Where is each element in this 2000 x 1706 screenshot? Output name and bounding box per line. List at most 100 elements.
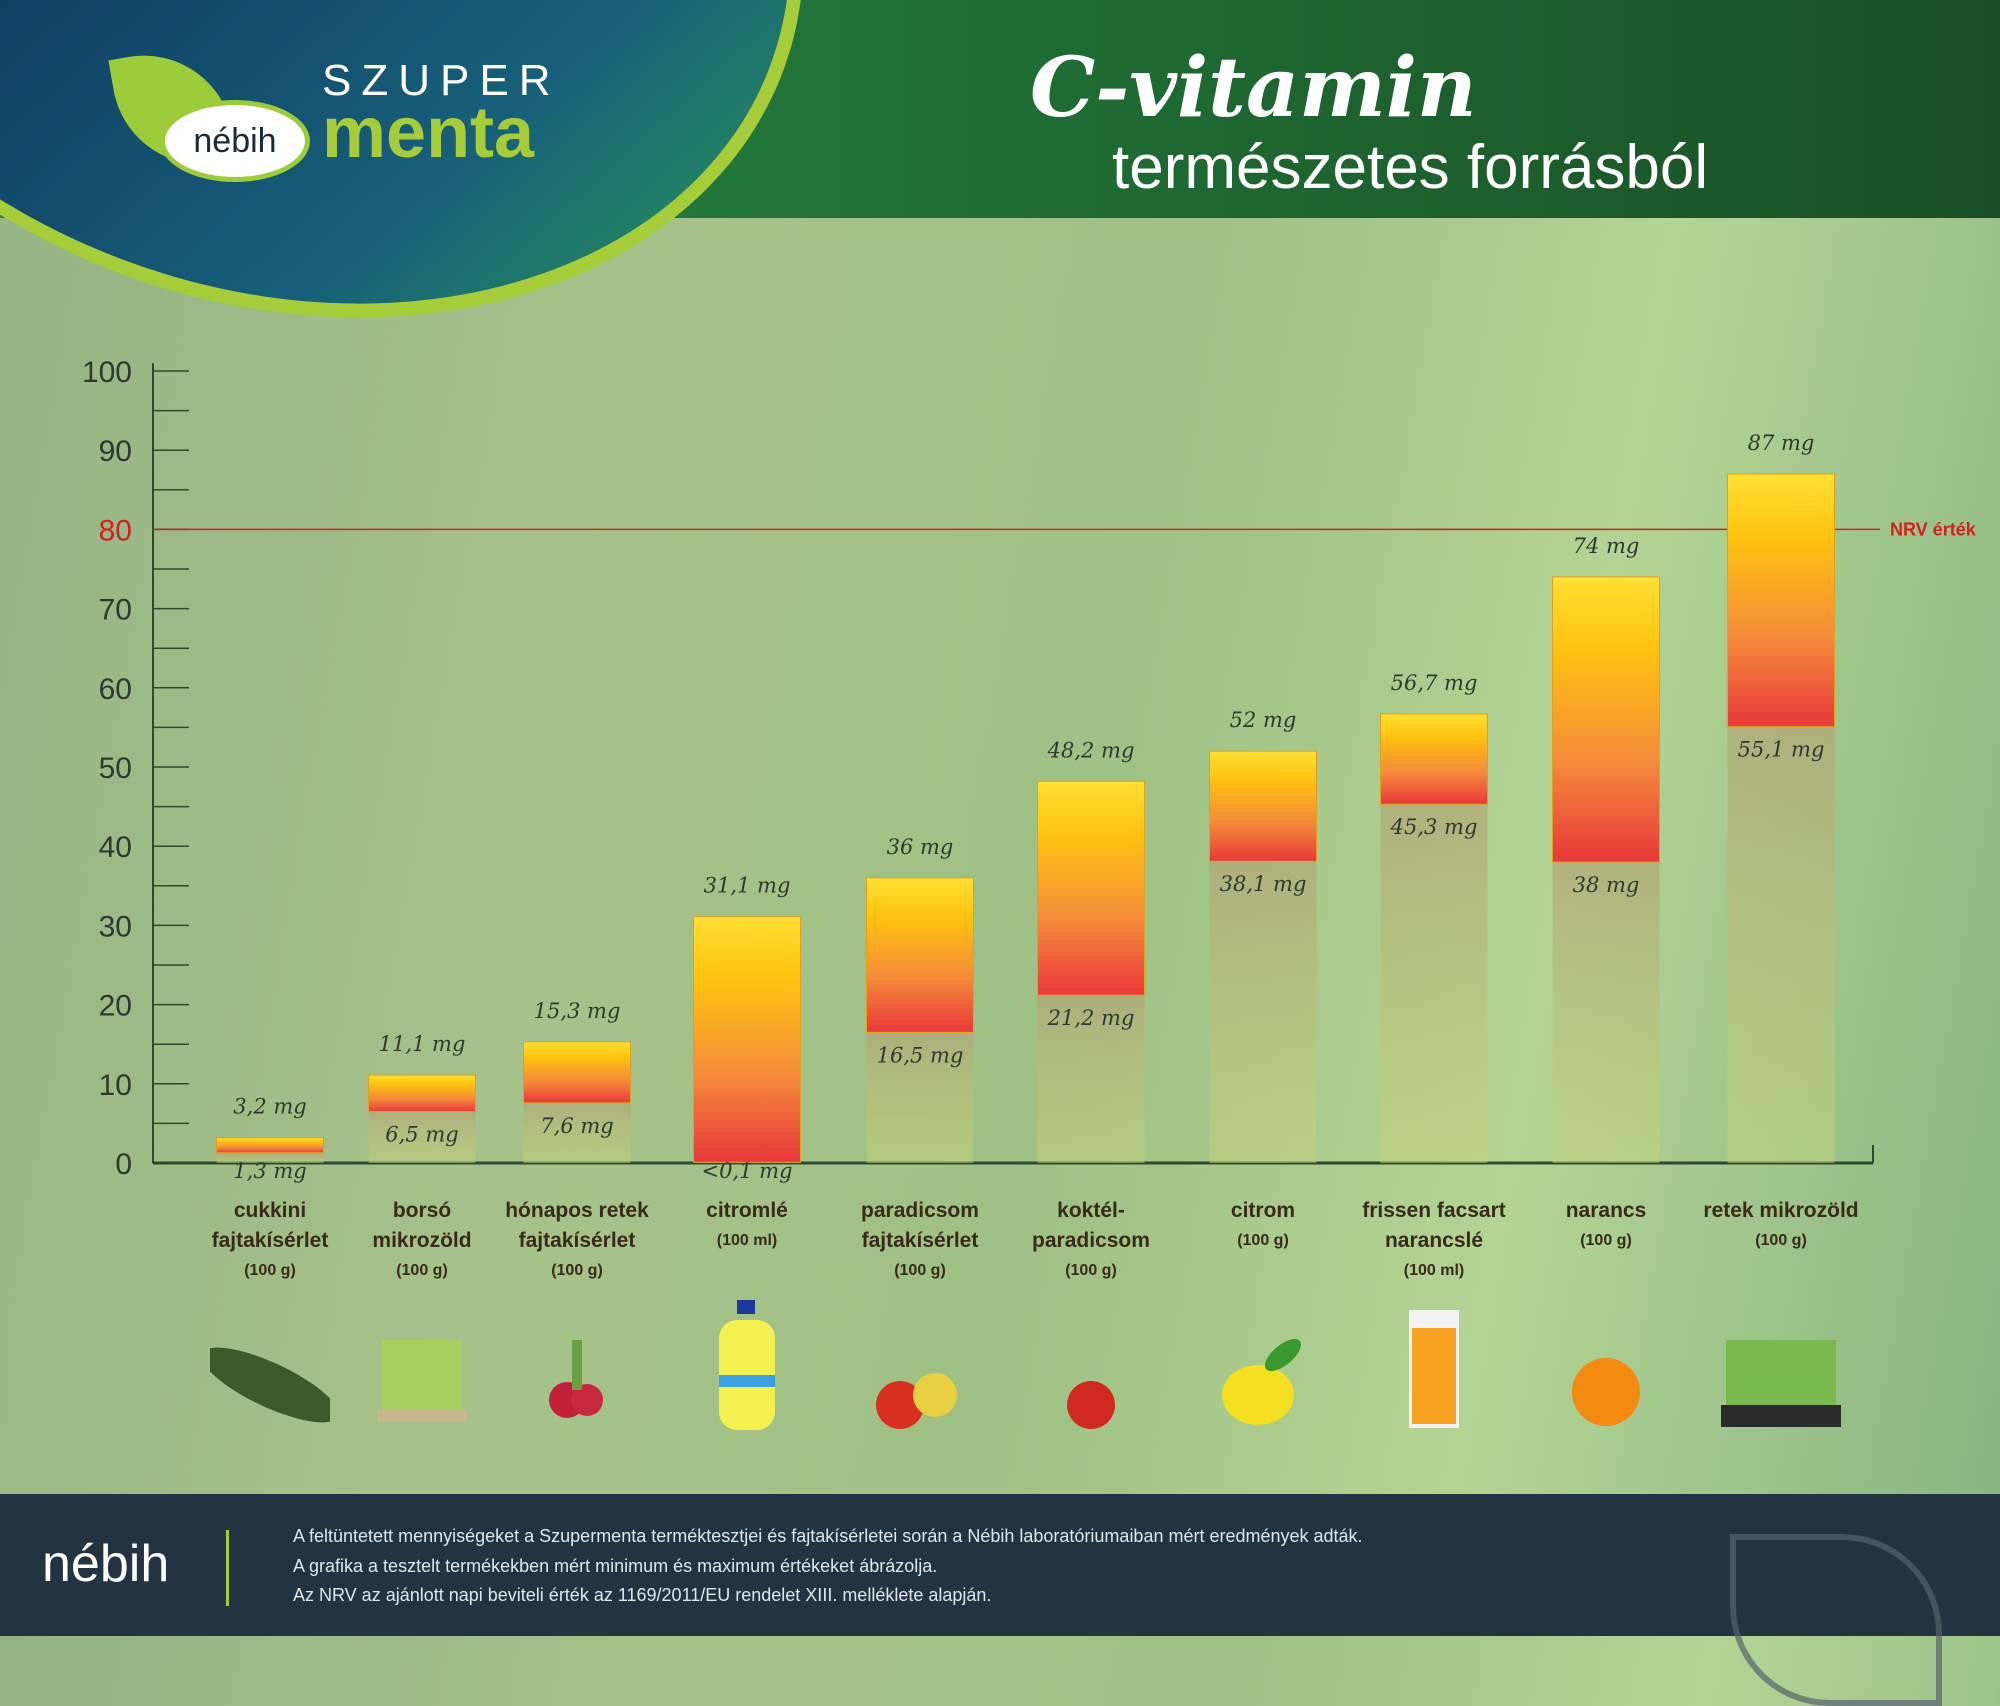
chart: 0 10 20 30 40 50 60 70 80 90 100 NRV érték 3,2 mg 1,3… xyxy=(82,356,1977,1183)
max-label: 87 mg xyxy=(1748,431,1815,455)
category-unit: (100 g) xyxy=(894,1262,946,1279)
category-name: narancs xyxy=(1565,1199,1647,1222)
min-label: 45,3 mg xyxy=(1390,815,1478,839)
category-name: narancslé xyxy=(1384,1229,1484,1252)
category-unit: (100 g) xyxy=(551,1262,603,1279)
page-subtitle: természetes forrásból xyxy=(1112,133,1709,202)
category-label: borsó mikrozöld (100 g) xyxy=(327,1196,517,1286)
lemon-icon xyxy=(1222,1338,1302,1425)
y-tick-label: 80 xyxy=(99,514,132,547)
category-name: citromlé xyxy=(706,1199,788,1222)
footer-logo: nébih xyxy=(42,1535,170,1593)
y-tick-label: 70 xyxy=(99,594,132,627)
leaf-outline-icon xyxy=(1730,1534,1942,1706)
category-label: cukkini fajtakísérlet (100 g) xyxy=(175,1196,365,1286)
tomatoes-icon xyxy=(876,1373,957,1429)
category-label: citrom (100 g) xyxy=(1168,1196,1358,1256)
category-name: fajtakísérlet xyxy=(861,1229,979,1252)
min-label: 7,6 mg xyxy=(540,1114,613,1138)
category-name: borsó xyxy=(392,1199,452,1222)
category-unit: (100 g) xyxy=(1065,1262,1117,1279)
y-tick-label: 10 xyxy=(99,1069,132,1102)
category-unit: (100 g) xyxy=(1755,1232,1807,1249)
range-bar xyxy=(1380,713,1488,805)
bar-shadow xyxy=(1727,726,1835,1163)
lemon-juice-bottle-icon xyxy=(719,1300,775,1430)
max-label: 74 mg xyxy=(1573,534,1640,558)
range-bar xyxy=(368,1074,476,1113)
category-unit: (100 g) xyxy=(244,1262,296,1279)
category-label: hónapos retek fajtakísérlet (100 g) xyxy=(482,1196,672,1286)
y-tick-label: 90 xyxy=(99,435,132,468)
min-label: 55,1 mg xyxy=(1738,738,1825,762)
category-unit: (100 g) xyxy=(396,1262,448,1279)
range-bar xyxy=(693,916,801,1163)
category-label: paradicsom fajtakísérlet (100 g) xyxy=(825,1196,1015,1286)
bar-shadow xyxy=(1037,995,1145,1163)
bar-shadow xyxy=(866,1032,974,1163)
range-bar xyxy=(1727,473,1835,728)
range-bar xyxy=(866,877,974,1033)
radish-microgreen-icon xyxy=(1721,1340,1841,1427)
min-label: 21,2 mg xyxy=(1047,1006,1135,1030)
category-label: narancs (100 g) xyxy=(1511,1196,1701,1256)
y-tick-label: 50 xyxy=(99,752,132,785)
nebih-badge: nébih xyxy=(160,100,310,182)
min-label: 1,3 mg xyxy=(233,1159,306,1183)
bar-shadow xyxy=(1209,861,1317,1163)
category-name: paradicsom xyxy=(861,1199,979,1222)
pea-microgreen-icon xyxy=(377,1340,467,1422)
min-label: 16,5 mg xyxy=(877,1043,964,1067)
range-bar xyxy=(1037,780,1145,996)
category-name: fajtakísérlet xyxy=(211,1229,329,1252)
category-name: cukkini xyxy=(233,1199,307,1222)
category-unit: (100 ml) xyxy=(1403,1262,1465,1279)
range-bar xyxy=(216,1137,324,1154)
min-label: 38,1 mg xyxy=(1220,872,1307,896)
category-unit: (100 ml) xyxy=(716,1232,778,1249)
bar-shadow xyxy=(216,1152,324,1163)
range-bar xyxy=(1552,576,1660,863)
footer-notes: A feltüntetett mennyiségeket a Szupermen… xyxy=(293,1522,1363,1611)
y-tick-label: 30 xyxy=(99,910,132,943)
category-name: frissen facsart xyxy=(1362,1199,1506,1222)
max-label: 56,7 mg xyxy=(1391,671,1478,695)
orange-icon xyxy=(1572,1358,1640,1426)
page-title: C-vitamin xyxy=(1030,40,1477,136)
max-label: 15,3 mg xyxy=(534,999,621,1023)
bar-shadow xyxy=(368,1111,476,1163)
category-name: mikrozöld xyxy=(372,1229,472,1252)
zucchini-icon xyxy=(210,1347,330,1423)
max-label: 31,1 mg xyxy=(704,874,791,898)
category-name: fajtakísérlet xyxy=(518,1229,636,1252)
bar-shadow xyxy=(523,1102,631,1163)
y-tick-label: 0 xyxy=(115,1148,132,1181)
min-label: <0,1 mg xyxy=(701,1159,792,1183)
y-tick-label: 20 xyxy=(99,990,132,1023)
radish-icon xyxy=(549,1340,603,1418)
category-label: retek mikrozöld (100 g) xyxy=(1686,1196,1876,1256)
max-label: 36 mg xyxy=(887,835,954,859)
y-tick-label: 60 xyxy=(99,673,132,706)
category-name: hónapos retek xyxy=(505,1199,649,1222)
nrv-label: NRV érték xyxy=(1890,519,1977,539)
category-label: koktél-paradicsom (100 g) xyxy=(996,1196,1186,1286)
bar-shadow xyxy=(1552,862,1660,1163)
brand-menta: menta xyxy=(322,93,535,173)
max-label: 3,2 mg xyxy=(233,1095,306,1119)
min-label: 6,5 mg xyxy=(385,1123,458,1147)
brand-szuper: SZUPER xyxy=(322,56,561,105)
category-unit: (100 g) xyxy=(1580,1232,1632,1249)
footer-line: Az NRV az ajánlott napi beviteli érték a… xyxy=(293,1585,992,1605)
max-label: 48,2 mg xyxy=(1047,738,1135,762)
category-name: koktél- xyxy=(1057,1199,1125,1222)
y-tick-label: 40 xyxy=(99,831,132,864)
footer-line: A grafika a tesztelt termékekben mért mi… xyxy=(293,1555,938,1576)
max-label: 11,1 mg xyxy=(379,1032,466,1056)
min-label: 38 mg xyxy=(1573,873,1640,897)
orange-juice-glass-icon xyxy=(1409,1310,1459,1428)
category-name: retek mikrozöld xyxy=(1703,1199,1859,1222)
range-bar xyxy=(1209,750,1317,862)
footer-divider xyxy=(226,1530,229,1606)
y-tick-label: 100 xyxy=(82,356,132,389)
